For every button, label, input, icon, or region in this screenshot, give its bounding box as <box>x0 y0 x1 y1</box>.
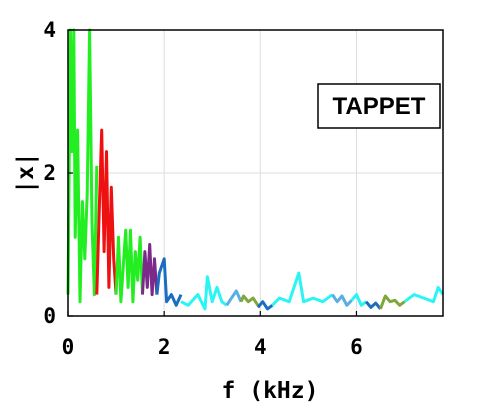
spectrum-segment <box>379 294 406 310</box>
spectrum-segment <box>331 293 353 307</box>
spectrum-segment <box>141 243 159 297</box>
spectrum-segment <box>403 285 445 304</box>
y-tick-label: 0 <box>43 304 56 328</box>
x-tick-label: 6 <box>350 335 363 359</box>
annotation-frame <box>317 83 441 129</box>
spectrum-segment <box>271 271 334 307</box>
series-group <box>66 28 445 311</box>
y-axis-title: |x| <box>13 152 39 194</box>
spectrum-segment <box>95 128 118 295</box>
spectrum-segment <box>239 294 260 307</box>
spectrum-segment <box>225 289 243 307</box>
spectrum-segment <box>114 228 144 304</box>
spectrum-segment <box>66 28 99 304</box>
annotation-label: TAPPET <box>333 93 426 120</box>
x-tick-label: 0 <box>62 335 75 359</box>
y-tick-labels: 0 2 4 <box>43 18 56 328</box>
tick-marks <box>67 29 358 317</box>
spectrum-segment <box>180 275 228 311</box>
annotation-box: TAPPET <box>317 83 441 129</box>
spectrum-segment <box>155 257 183 307</box>
x-tick-label: 4 <box>254 335 267 359</box>
spectrum-segment <box>350 293 367 307</box>
y-tick-label: 2 <box>43 161 56 185</box>
x-tick-label: 2 <box>158 335 171 359</box>
x-axis-title: f (kHz) <box>222 378 319 404</box>
spectrum-segment <box>256 300 274 311</box>
x-tick-labels: 0 2 4 6 <box>62 335 363 359</box>
spectrum-segment <box>364 300 382 310</box>
y-tick-label: 4 <box>43 18 56 42</box>
